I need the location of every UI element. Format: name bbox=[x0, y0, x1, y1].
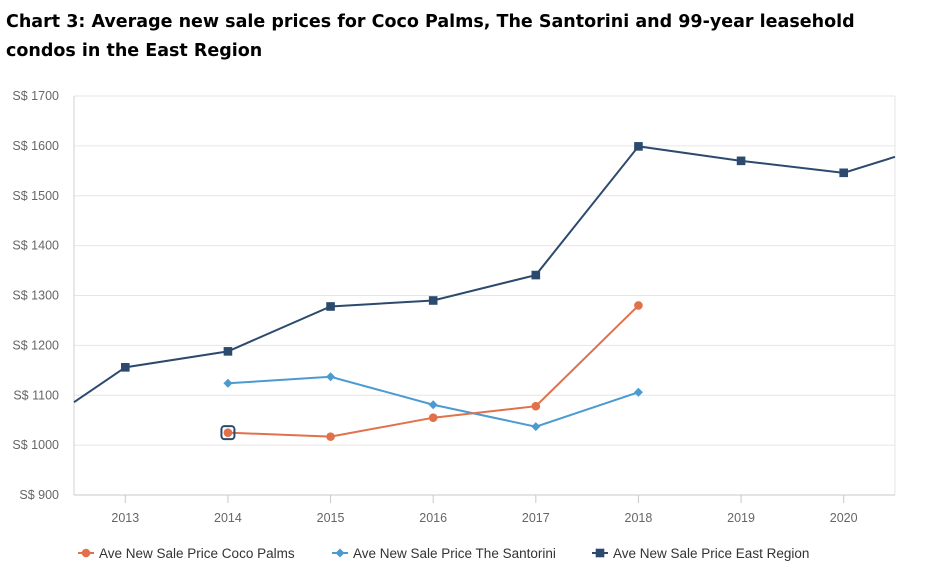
data-point bbox=[839, 168, 848, 178]
data-point bbox=[595, 548, 605, 558]
data-point bbox=[81, 548, 91, 558]
series-ave-new-sale-price-coco-palms bbox=[223, 301, 643, 441]
series-ave-new-sale-price-the-santorini bbox=[223, 372, 643, 432]
x-tick-label: 2018 bbox=[625, 511, 653, 525]
y-tick-label: S$ 1400 bbox=[12, 239, 59, 253]
y-tick-label: S$ 1700 bbox=[12, 89, 59, 103]
x-tick-label: 2019 bbox=[727, 511, 755, 525]
legend-label: Ave New Sale Price East Region bbox=[613, 546, 809, 561]
x-axis: 2013 2014 2015 2016 2017 2018 2019 2020 bbox=[73, 96, 896, 525]
data-point bbox=[121, 363, 130, 372]
data-point bbox=[335, 548, 345, 558]
legend-label: Ave New Sale Price The Santorini bbox=[353, 546, 556, 561]
legend-item: Ave New Sale Price Coco Palms bbox=[78, 546, 295, 561]
chart-title: Chart 3: Average new sale prices for Coc… bbox=[6, 12, 855, 61]
x-tick-label: 2013 bbox=[111, 511, 139, 525]
data-point bbox=[634, 301, 643, 310]
y-tick-label: S$ 1600 bbox=[12, 139, 59, 153]
y-tick-label: S$ 1500 bbox=[12, 189, 59, 203]
data-point bbox=[428, 413, 438, 422]
x-tick-label: 2016 bbox=[419, 511, 447, 525]
legend-item: Ave New Sale Price East Region bbox=[592, 546, 809, 561]
series-ave-new-sale-price-east-region bbox=[73, 142, 896, 404]
y-tick-label: S$ 1000 bbox=[12, 438, 59, 452]
x-tick-label: 2015 bbox=[317, 511, 345, 525]
data-point bbox=[736, 156, 746, 166]
legend: Ave New Sale Price Coco Palms Ave New Sal… bbox=[78, 546, 809, 561]
legend-item: Ave New Sale Price The Santorini bbox=[332, 546, 556, 561]
data-point bbox=[531, 270, 541, 280]
series-layer bbox=[73, 142, 896, 441]
data-point bbox=[633, 387, 643, 397]
legend-label: Ave New Sale Price Coco Palms bbox=[99, 546, 295, 561]
grid-lines bbox=[74, 95, 895, 496]
x-tick-label: 2017 bbox=[522, 511, 550, 525]
data-point bbox=[428, 296, 438, 305]
data-point bbox=[326, 432, 335, 441]
data-point bbox=[326, 302, 335, 311]
data-point bbox=[634, 142, 643, 151]
y-axis-ticks: S$ 900 S$ 1000 S$ 1100 S$ 1200 S$ 1300 S$ 140… bbox=[12, 89, 59, 502]
data-point bbox=[428, 400, 438, 410]
hover-highlight bbox=[220, 425, 236, 441]
data-point bbox=[223, 428, 233, 437]
y-tick-label: S$ 1200 bbox=[12, 338, 59, 352]
data-point bbox=[223, 378, 233, 388]
data-point bbox=[531, 422, 541, 432]
data-point bbox=[531, 401, 541, 411]
x-tick-label: 2020 bbox=[830, 511, 858, 525]
y-tick-label: S$ 900 bbox=[19, 488, 59, 502]
data-point bbox=[223, 347, 233, 356]
x-tick-label: 2014 bbox=[214, 511, 242, 525]
series-line bbox=[73, 145, 896, 404]
y-tick-label: S$ 1300 bbox=[12, 289, 59, 303]
data-point bbox=[326, 372, 336, 382]
y-tick-label: S$ 1100 bbox=[13, 388, 59, 402]
